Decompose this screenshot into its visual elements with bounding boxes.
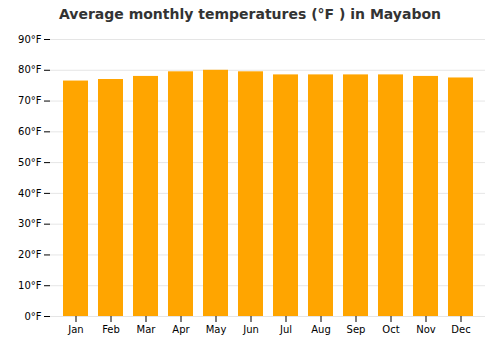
svg-text:Sep: Sep (347, 324, 366, 335)
svg-text:Dec: Dec (451, 324, 470, 335)
svg-text:Nov: Nov (416, 324, 436, 335)
svg-text:80°F: 80°F (18, 64, 42, 75)
svg-text:Jan: Jan (67, 324, 83, 335)
svg-text:70°F: 70°F (18, 95, 42, 106)
svg-text:Feb: Feb (102, 324, 120, 335)
svg-text:40°F: 40°F (18, 188, 42, 199)
svg-text:20°F: 20°F (18, 249, 42, 260)
svg-text:Apr: Apr (172, 324, 190, 335)
svg-text:10°F: 10°F (18, 280, 42, 291)
svg-text:Mar: Mar (137, 324, 157, 335)
svg-text:Aug: Aug (311, 324, 331, 335)
svg-text:0°F: 0°F (24, 311, 41, 322)
svg-text:60°F: 60°F (18, 126, 42, 137)
svg-text:Jun: Jun (242, 324, 259, 335)
svg-text:30°F: 30°F (18, 218, 42, 229)
svg-text:May: May (206, 324, 227, 335)
html-text:Average monthly temperatures (: Average monthly temperatures (°F ) in Ma… (58, 6, 442, 22)
svg-text:50°F: 50°F (18, 157, 42, 168)
svg-text:Jul: Jul (279, 324, 292, 335)
svg-text:90°F: 90°F (18, 34, 42, 45)
svg-text:Oct: Oct (382, 324, 399, 335)
